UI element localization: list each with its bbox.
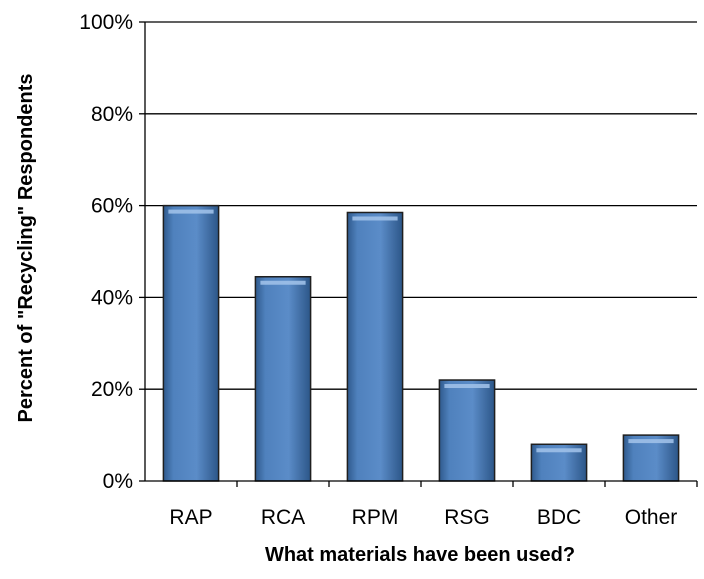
y-tick-label: 40%	[91, 286, 133, 309]
x-tick-label: BDC	[537, 506, 581, 529]
bar-rap	[162, 204, 220, 482]
x-tick-label: RPM	[352, 506, 399, 529]
bar-other	[622, 434, 680, 482]
bar-highlight	[628, 439, 674, 444]
bar-highlight	[444, 384, 490, 389]
bar	[162, 204, 220, 482]
bar	[438, 379, 496, 482]
gridlines	[145, 21, 697, 390]
x-tick-labels: RAP RCA RPM RSG BDC Other	[169, 506, 677, 529]
y-tick-label: 0%	[103, 470, 133, 493]
bar	[346, 211, 404, 482]
bar-highlight	[168, 209, 214, 214]
bar-highlight	[260, 280, 306, 285]
x-tick-label: RSG	[444, 506, 490, 529]
y-tick-label: 60%	[91, 195, 133, 218]
y-tick-labels: 0% 20% 40% 60% 80% 100%	[79, 11, 133, 493]
bar	[254, 275, 312, 482]
y-axis-title: Percent of "Recycling" Respondents	[15, 73, 37, 422]
y-tick-label: 100%	[79, 11, 133, 34]
bars	[162, 204, 680, 482]
bar-rsg	[438, 379, 496, 482]
bar-rpm	[346, 211, 404, 482]
x-tick-label: RAP	[169, 506, 212, 529]
x-tick-label: RCA	[261, 506, 305, 529]
bar-bdc	[530, 443, 588, 482]
x-tick-label: Other	[625, 506, 678, 529]
bar-rca	[254, 275, 312, 482]
bar-highlight	[536, 448, 582, 453]
axes	[139, 21, 698, 487]
x-axis-title: What materials have been used?	[265, 544, 575, 566]
bar-highlight	[352, 216, 398, 221]
y-tick-label: 20%	[91, 378, 133, 401]
y-tick-label: 80%	[91, 103, 133, 126]
